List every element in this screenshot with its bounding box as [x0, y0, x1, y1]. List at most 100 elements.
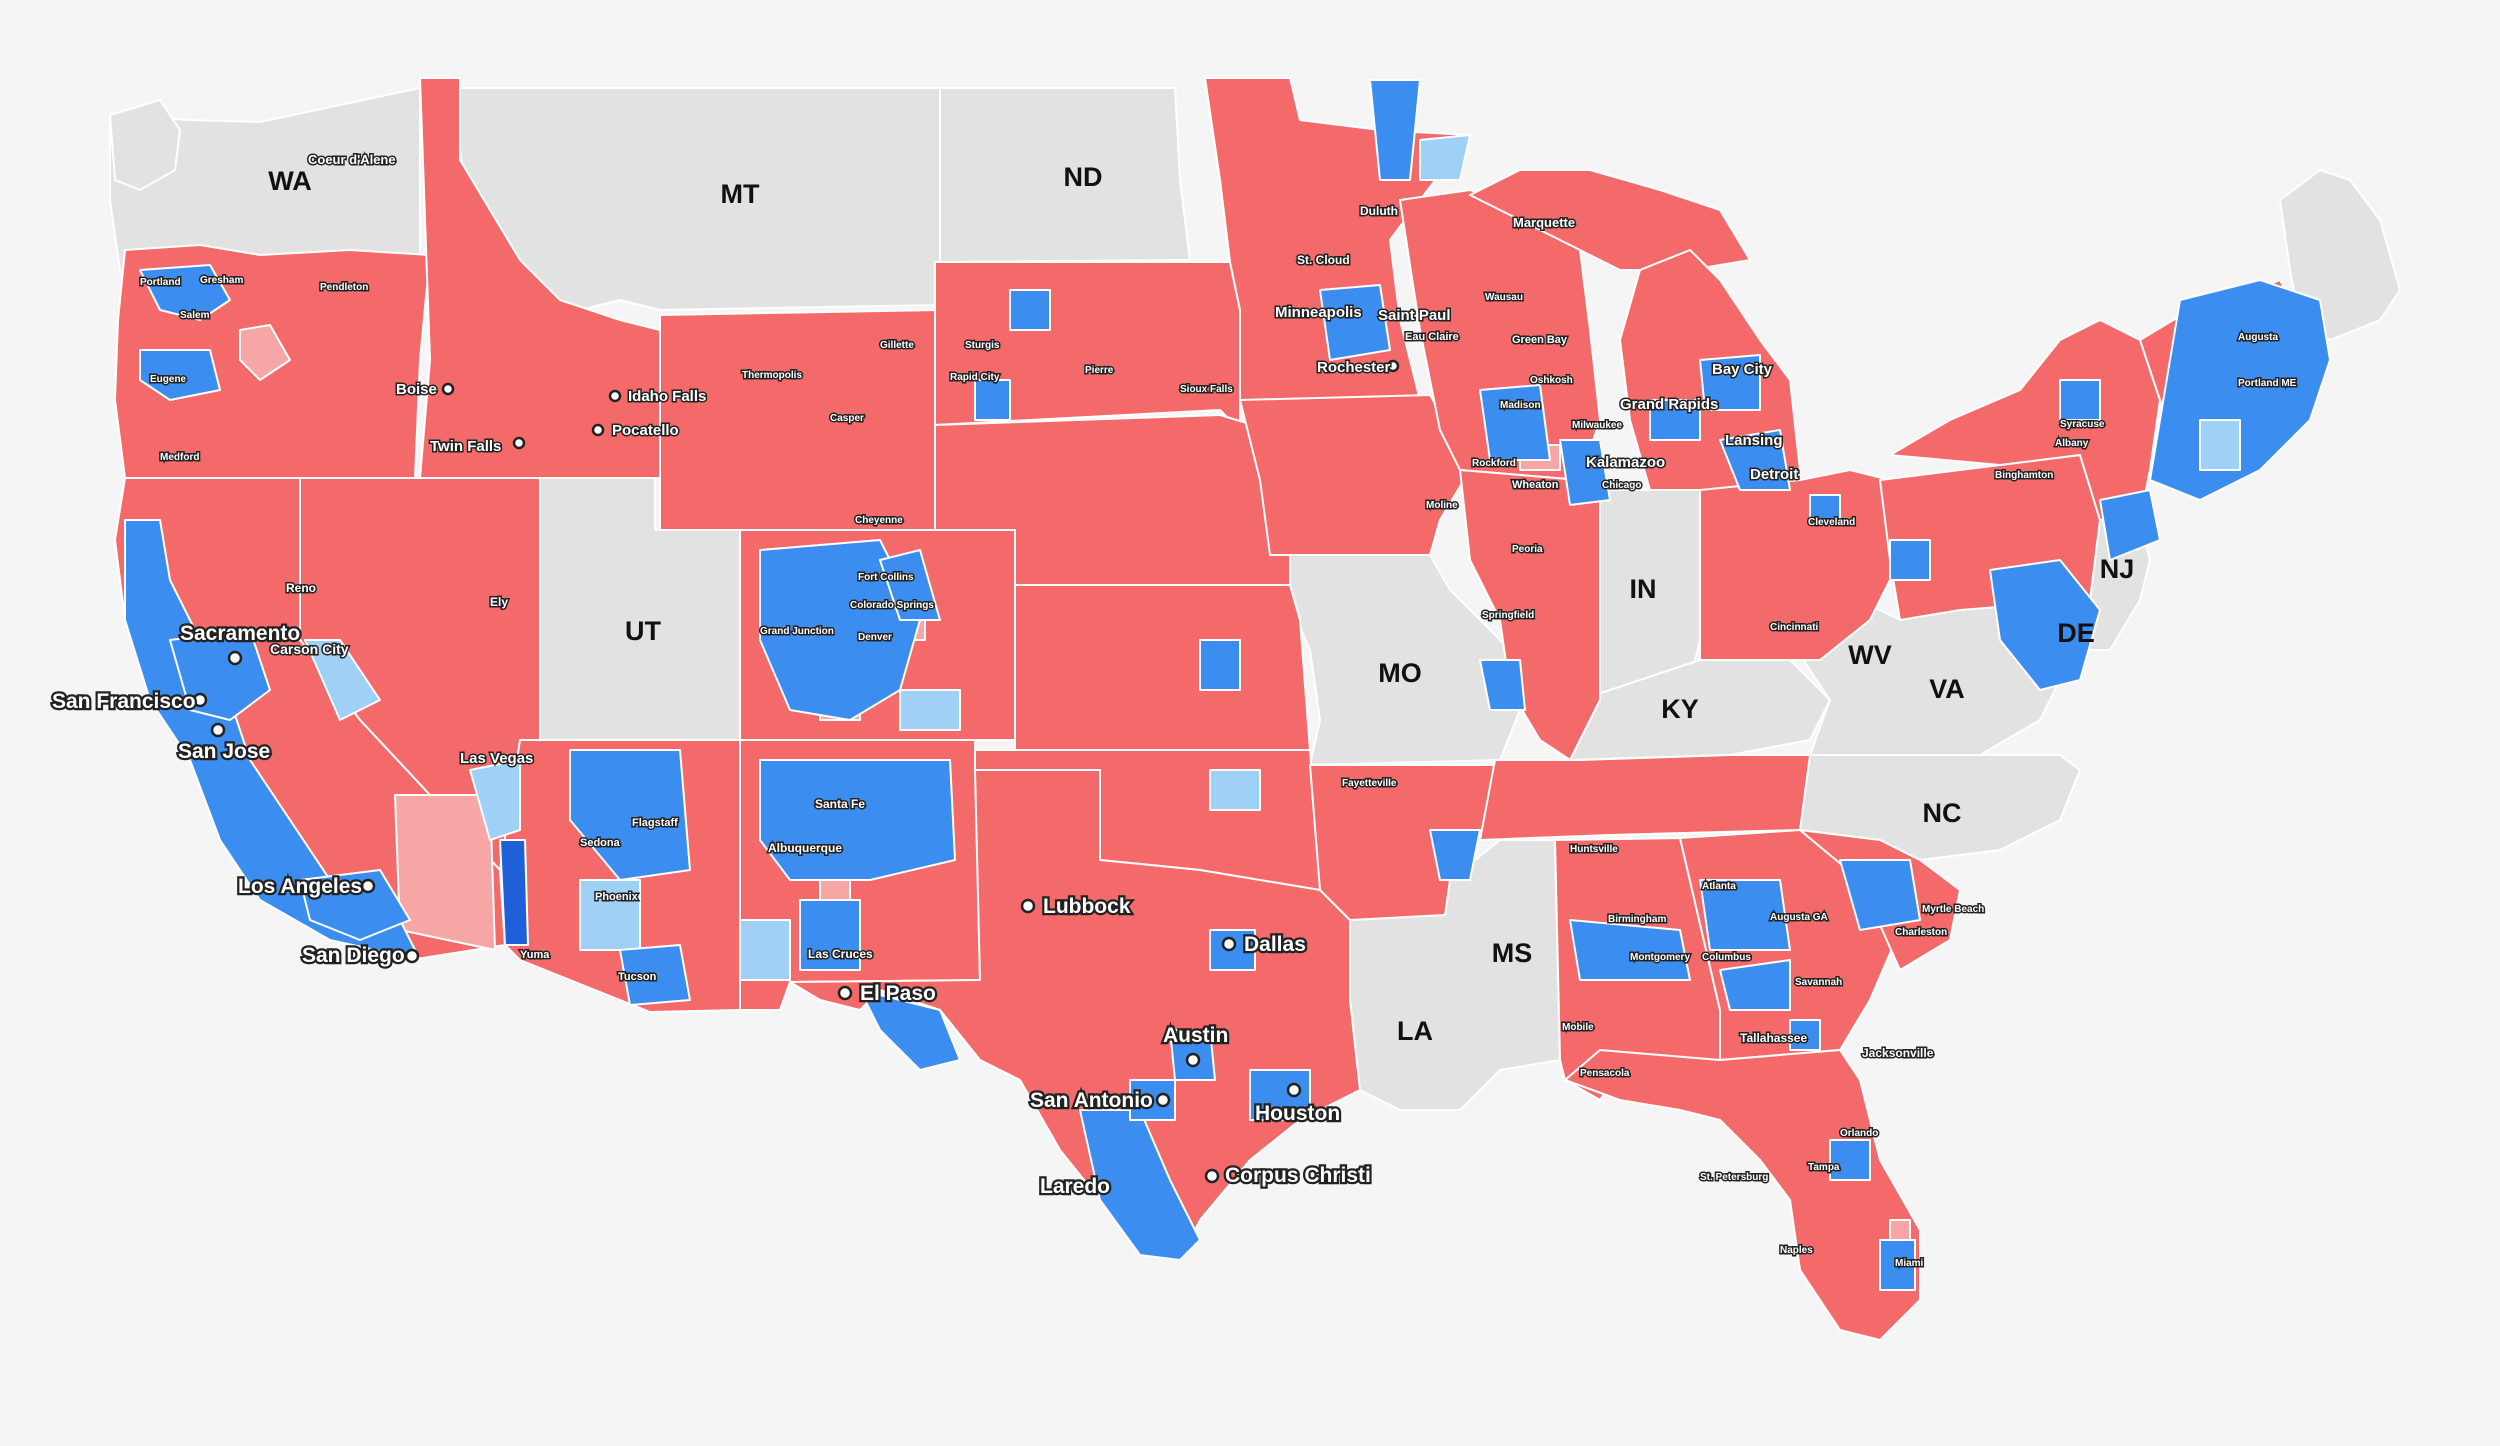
city-label: Marquette	[1513, 215, 1575, 230]
dem-pittsburgh	[1889, 539, 1931, 581]
state-label-ky: KY	[1661, 694, 1699, 724]
state-nd	[939, 87, 1191, 263]
city-label: Moline	[1426, 500, 1458, 511]
city-label: Pendleton	[320, 282, 368, 293]
city-label: Albuquerque	[768, 841, 842, 855]
city-label-grand-rapids: Grand Rapids	[1620, 396, 1718, 413]
state-label-in: IN	[1630, 574, 1657, 604]
city-label-lansing: Lansing	[1725, 432, 1783, 449]
dem-new-england	[2149, 279, 2331, 501]
state-label-ms: MS	[1492, 938, 1533, 968]
city-label-san-francisco: San Francisco	[52, 690, 196, 713]
city-label-detroit: Detroit	[1750, 466, 1798, 483]
city-label-houston: Houston	[1255, 1102, 1340, 1125]
state-label-wv: WV	[1848, 640, 1892, 670]
city-dot	[608, 389, 622, 403]
city-dot	[591, 423, 605, 437]
city-label-lubbock: Lubbock	[1043, 895, 1131, 918]
city-label: Sturgis	[965, 340, 1000, 351]
city-label: Thermopolis	[742, 370, 802, 381]
city-label: Rockford	[1472, 458, 1516, 469]
dem-mn-lean	[1419, 134, 1471, 181]
dem-las-cruces	[799, 899, 861, 971]
city-dot	[404, 948, 420, 964]
city-dot	[441, 382, 455, 396]
dem-houston	[1249, 1069, 1311, 1121]
state-label-nc: NC	[1923, 798, 1962, 828]
city-label: St. Petersburg	[1700, 1172, 1768, 1183]
city-label: Augusta	[2238, 332, 2278, 343]
city-label: Milwaukee	[1572, 420, 1622, 431]
state-label-mt: MT	[721, 179, 760, 209]
city-label: Savannah	[1795, 977, 1842, 988]
city-label: Yuma	[520, 949, 550, 961]
dem-sd-reservation-2	[974, 379, 1011, 421]
dem-flagstaff	[569, 749, 691, 881]
dem-st-louis	[1479, 659, 1526, 711]
state-wa-coast	[109, 99, 181, 191]
city-label: Columbus	[1702, 952, 1751, 963]
city-label: Huntsville	[1570, 844, 1618, 855]
city-dot	[1221, 936, 1237, 952]
state-label-ut: UT	[625, 616, 661, 646]
city-label-kalamazoo: Kalamazoo	[1586, 454, 1665, 471]
dem-madison	[1479, 384, 1551, 461]
city-label: St. Cloud	[1297, 253, 1350, 267]
city-label: Portland ME	[2238, 378, 2297, 389]
dem-minneapolis	[1319, 284, 1391, 361]
dem-miami	[1879, 1239, 1916, 1291]
city-label: Coeur d'Alene	[308, 152, 396, 167]
dem-sc	[1839, 859, 1921, 931]
city-label-boise: Boise	[396, 381, 437, 398]
dem-south-texas	[1079, 1109, 1201, 1261]
dem-co-lean	[899, 689, 961, 731]
dem-el-paso	[859, 989, 961, 1071]
city-label: Madison	[1500, 400, 1541, 411]
city-label-saint-paul: Saint Paul	[1378, 307, 1451, 324]
state-label-nj: NJ	[2100, 554, 2135, 584]
city-label: Ely	[490, 595, 508, 609]
state-label-wa: WA	[268, 166, 312, 196]
city-label-dallas: Dallas	[1244, 933, 1306, 956]
city-label: Flagstaff	[632, 817, 678, 829]
state-labels: WA MT ND UT MO IN KY WV VA NC MS LA NJ D…	[268, 162, 2134, 1046]
city-label: Binghamton	[1995, 470, 2053, 481]
city-dot	[1020, 898, 1036, 914]
dem-co-mountains	[759, 539, 921, 721]
region-id	[419, 77, 661, 479]
dem-orlando	[1829, 1139, 1871, 1181]
no-data-states	[109, 87, 2401, 1111]
city-label: Pensacola	[1580, 1068, 1630, 1079]
city-label-minneapolis: Minneapolis	[1275, 304, 1362, 321]
state-label-de: DE	[2057, 618, 2095, 648]
city-dot	[210, 722, 226, 738]
city-dot	[1155, 1092, 1171, 1108]
city-label: Jacksonville	[1862, 1046, 1934, 1060]
city-label: Reno	[286, 581, 316, 595]
city-label-laredo: Laredo	[1040, 1175, 1110, 1198]
city-dot	[1386, 359, 1400, 373]
city-label-las-vegas: Las Vegas	[460, 750, 533, 767]
city-label: Syracuse	[2060, 419, 2105, 430]
dem-al-black-belt	[1569, 919, 1691, 981]
region-ks	[1014, 584, 1311, 751]
dem-atlanta	[1699, 879, 1791, 951]
dem-tallahassee	[1789, 1019, 1821, 1051]
city-label: Tampa	[1808, 1162, 1840, 1173]
city-label: Peoria	[1512, 544, 1543, 555]
dem-imperial	[499, 839, 529, 946]
city-label-san-diego: San Diego	[302, 944, 405, 967]
dem-eugene	[139, 349, 221, 401]
city-label-el-paso: El Paso	[860, 982, 936, 1005]
dem-nm-lean	[739, 919, 791, 981]
city-label: Medford	[160, 452, 199, 463]
state-label-va: VA	[1929, 674, 1965, 704]
city-label: Fayetteville	[1342, 778, 1397, 789]
dem-grand-rapids	[1649, 399, 1701, 441]
city-label-san-jose: San Jose	[178, 740, 270, 763]
city-dot	[837, 985, 853, 1001]
city-label: Charleston	[1895, 927, 1947, 938]
city-label: Miami	[1895, 1258, 1924, 1269]
dem-mn-ne	[1369, 79, 1421, 181]
city-label: Wheaton	[1512, 479, 1559, 491]
